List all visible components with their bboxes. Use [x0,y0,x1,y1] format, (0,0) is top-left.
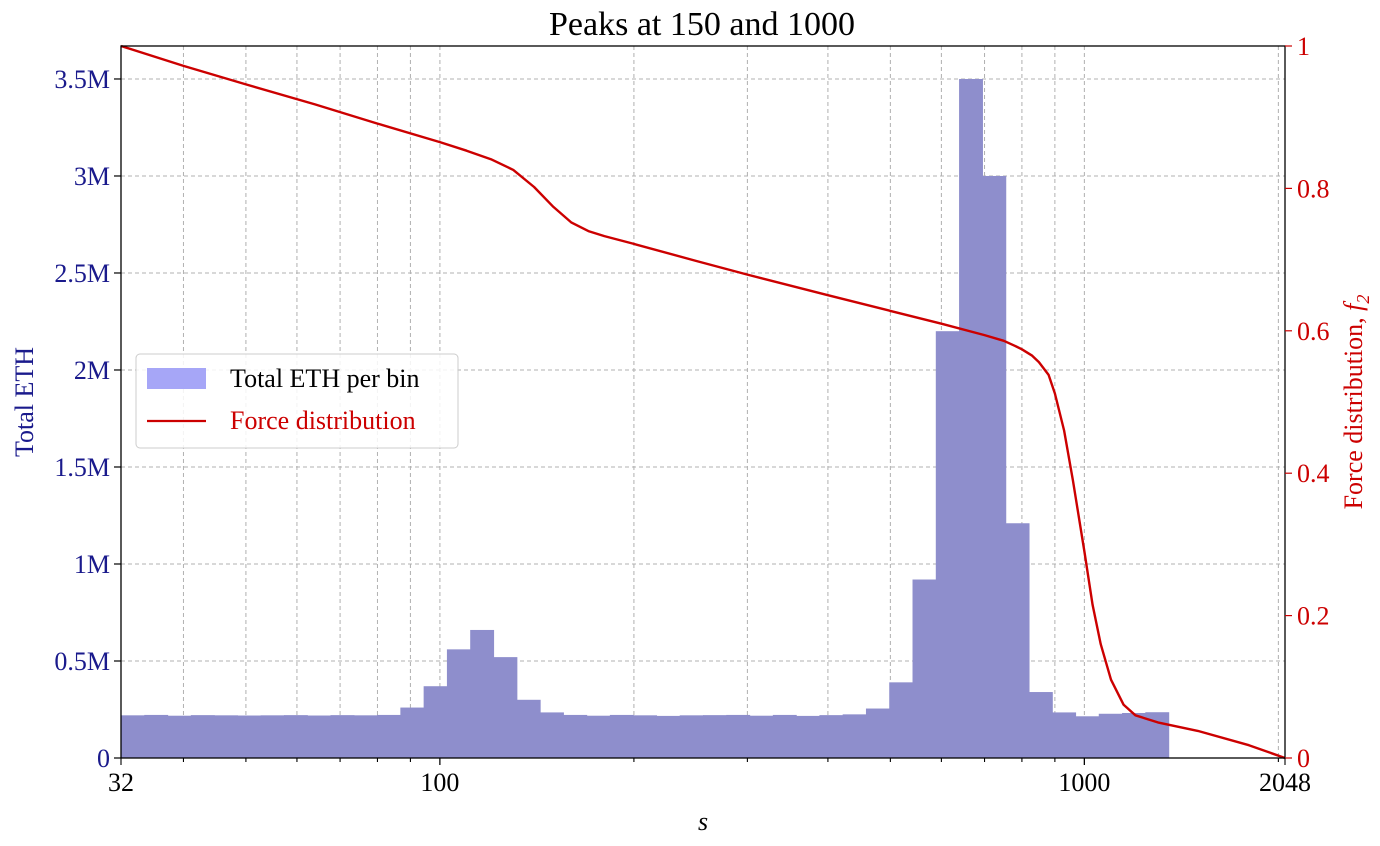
histogram-bar [633,715,658,758]
histogram-bar [377,714,401,758]
plot-frame [120,45,1286,759]
histogram-bar [1005,523,1030,758]
histogram-bar [493,657,518,758]
left-tick-label: 2M [74,356,110,385]
histogram-bar [470,629,495,758]
right-tick-label: 0.6 [1297,317,1330,346]
histogram-bar [214,715,238,758]
x-axis-ticks: 32 100 1000 2048 [108,758,1311,797]
histogram-bar [842,714,867,758]
histogram-bar [167,715,192,758]
grid-layer [121,46,1285,758]
left-tick-label: 1M [74,550,110,579]
right-tick-label: 0 [1297,744,1310,773]
histogram-bar [540,712,564,758]
x-tick-label: 100 [420,768,459,797]
right-axis-label: Force distribution, f2 [1339,295,1373,510]
histogram-bar [353,715,378,758]
line-layer [120,44,1286,760]
left-axis-ticks: 0 0.5M 1M 1.5M 2M 2.5M 3M 3.5M [54,65,121,773]
histogram-bar [237,715,262,758]
histogram-bar [446,649,471,758]
chart-title: Peaks at 150 and 1000 [549,6,855,43]
force-distribution-line [120,44,1286,760]
bars-layer [121,78,1170,759]
legend-bar-swatch [147,368,206,389]
histogram-bar [726,714,751,758]
histogram-bar [959,78,983,758]
legend-line-label: Force distribution [230,406,416,435]
histogram-bar [749,715,774,758]
histogram-bar [889,682,914,758]
x-tick-label: 32 [108,768,134,797]
histogram-bar [144,714,169,758]
x-tick-label: 2048 [1259,768,1311,797]
right-tick-label: 1 [1297,32,1310,61]
histogram-bar [1122,712,1146,758]
histogram-bar [563,714,588,758]
histogram-bar [796,715,820,758]
legend-bar-label: Total ETH per bin [230,364,420,393]
right-axis-label-text: Force distribution, [1339,311,1368,510]
legend-box [135,353,459,449]
histogram-bar [703,715,727,758]
right-axis-label-symbol: f [1339,300,1368,311]
histogram-bar [1052,712,1077,758]
right-axis-ticks: 0 0.2 0.4 0.6 0.8 1 [1285,32,1330,773]
histogram-bar [423,686,448,758]
histogram-bar [121,715,145,758]
x-tick-label: 1000 [1058,768,1110,797]
histogram-bar [912,579,937,758]
right-axis-label-subscript: 2 [1353,295,1373,304]
histogram-bar [1098,713,1123,758]
left-tick-label: 0.5M [54,647,110,676]
histogram-bar [819,715,844,758]
right-tick-label: 0.8 [1297,174,1330,203]
left-axis-label: Total ETH [10,347,39,457]
histogram-bar [656,715,681,758]
histogram-bar [516,699,541,758]
histogram-bar [1075,716,1100,758]
right-tick-label: 0.4 [1297,459,1330,488]
left-tick-label: 3M [74,162,110,191]
histogram-bar [260,715,285,758]
histogram-bar [190,715,215,758]
left-tick-label: 1.5M [54,453,110,482]
right-tick-label: 0.2 [1297,602,1330,631]
x-axis-label: s [698,807,708,836]
histogram-bar [1028,692,1053,758]
histogram-bar [865,708,890,758]
legend: Total ETH per bin Force distribution [135,353,459,449]
left-tick-label: 2.5M [54,259,110,288]
histogram-bar [330,715,355,758]
histogram-bar [679,715,704,758]
histogram-bar [609,714,634,758]
histogram-bar [982,175,1007,759]
histogram-bar [935,331,960,758]
histogram-bar [586,715,611,758]
histogram-bar [400,707,425,758]
left-tick-label: 0 [97,744,110,773]
histogram-bar [307,715,332,758]
histogram-bar [283,715,308,758]
left-tick-label: 3.5M [54,65,110,94]
histogram-bar [772,714,797,758]
